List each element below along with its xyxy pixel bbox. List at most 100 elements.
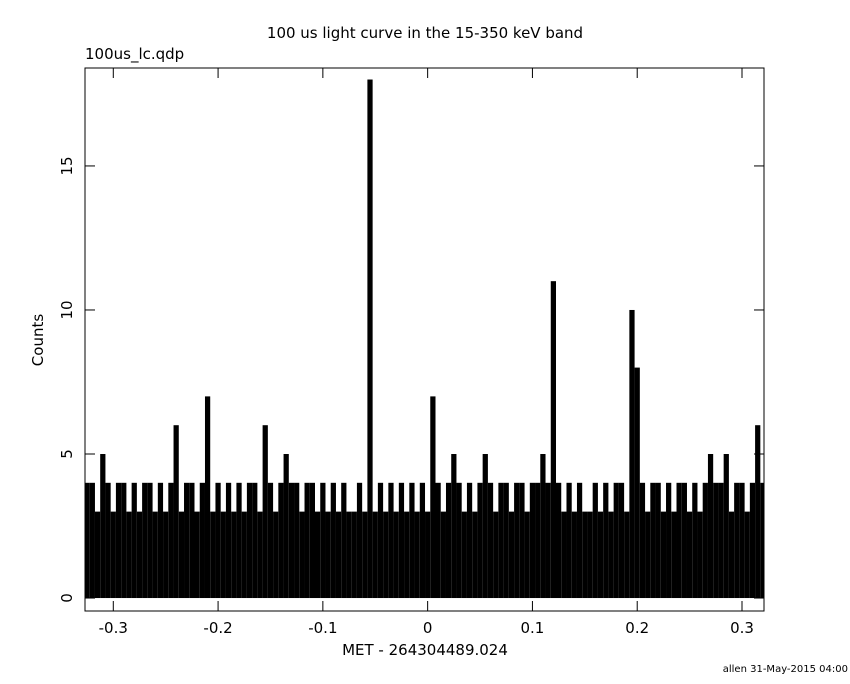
count-bar <box>477 482 483 599</box>
count-bar <box>686 511 693 599</box>
count-bar <box>404 511 410 599</box>
count-bar <box>309 482 316 599</box>
count-bar <box>246 482 253 599</box>
count-bar <box>110 511 116 599</box>
count-bar <box>493 511 499 599</box>
count-bar <box>199 482 205 599</box>
count-bar <box>608 511 614 599</box>
count-bar <box>252 482 258 599</box>
count-bar <box>487 482 494 599</box>
count-bar <box>734 482 740 599</box>
count-bar <box>472 511 478 599</box>
count-bar <box>425 511 431 599</box>
count-bar <box>430 396 436 599</box>
count-bar <box>163 511 169 599</box>
count-bar <box>189 482 195 599</box>
count-bar <box>524 511 530 599</box>
count-bar <box>556 482 562 599</box>
y-axis-label: Counts <box>29 314 47 367</box>
count-bar <box>85 482 90 599</box>
count-bar <box>550 281 557 599</box>
count-bar <box>241 511 247 599</box>
x-tick-label: -0.1 <box>308 619 337 637</box>
count-bar <box>624 511 630 599</box>
count-bar <box>603 482 609 599</box>
count-bar <box>440 511 446 599</box>
count-bar <box>341 482 347 599</box>
count-bar <box>639 482 646 599</box>
footer: allen 31-May-2015 04:00 <box>723 664 848 675</box>
count-bar <box>383 511 389 599</box>
y-tick-label: 15 <box>58 156 76 175</box>
x-tick-label: 0 <box>423 619 433 637</box>
count-bar <box>503 482 509 599</box>
count-bar <box>561 511 567 599</box>
count-bar <box>121 482 127 599</box>
count-bar <box>451 454 457 599</box>
count-bar <box>131 482 137 599</box>
count-bar <box>409 482 415 599</box>
count-bar <box>346 511 352 599</box>
count-bar <box>681 482 687 599</box>
count-bar <box>393 511 399 599</box>
count-bar <box>613 482 619 599</box>
count-bar <box>540 454 546 599</box>
count-bar <box>398 482 405 599</box>
count-bar <box>645 511 651 599</box>
count-bar <box>136 511 143 599</box>
count-bar <box>356 482 363 599</box>
count-bar <box>231 511 237 599</box>
count-bar <box>330 482 336 599</box>
count-bar <box>257 511 263 599</box>
count-bar <box>115 482 122 599</box>
count-bar <box>498 482 504 599</box>
count-bar <box>304 482 310 599</box>
count-bar <box>377 482 384 599</box>
count-bar <box>325 511 331 599</box>
count-bar <box>597 511 604 599</box>
count-bar <box>650 482 656 599</box>
count-bar <box>184 482 190 599</box>
y-tick-label: 10 <box>58 300 76 319</box>
count-bar <box>666 482 672 599</box>
count-bar <box>723 454 729 599</box>
count-bar <box>587 511 593 599</box>
count-bar <box>671 511 677 599</box>
count-bar <box>194 511 200 599</box>
count-bar <box>739 482 745 599</box>
count-bar <box>660 511 667 599</box>
count-bar <box>592 482 598 599</box>
count-bar <box>702 482 708 599</box>
count-bar <box>634 367 640 599</box>
count-bar <box>372 511 378 599</box>
count-bar <box>142 482 148 599</box>
count-bar <box>315 511 321 599</box>
count-bar <box>168 482 174 599</box>
count-bar <box>236 482 242 599</box>
count-bar <box>152 511 158 599</box>
count-bar <box>215 482 221 599</box>
count-bar <box>435 482 441 599</box>
x-tick-label: 0.1 <box>520 619 544 637</box>
x-tick-label: -0.2 <box>203 619 232 637</box>
count-bar <box>335 511 342 599</box>
count-bar <box>288 482 295 599</box>
count-bar <box>582 511 588 599</box>
count-bar <box>566 482 572 599</box>
count-bar <box>629 309 635 599</box>
count-bar <box>466 482 473 599</box>
y-tick-label: 0 <box>58 593 76 603</box>
count-bar <box>204 396 211 599</box>
count-bar <box>508 511 515 599</box>
count-bar <box>278 482 284 599</box>
count-bar <box>456 482 462 599</box>
count-bar <box>220 511 226 599</box>
count-bar <box>126 511 132 599</box>
count-bar <box>157 482 164 599</box>
count-bar <box>618 482 625 599</box>
chart-title: 100 us light curve in the 15-350 keV ban… <box>267 24 583 42</box>
count-bar <box>697 511 703 599</box>
count-bar <box>713 482 719 599</box>
count-bar <box>147 482 153 599</box>
